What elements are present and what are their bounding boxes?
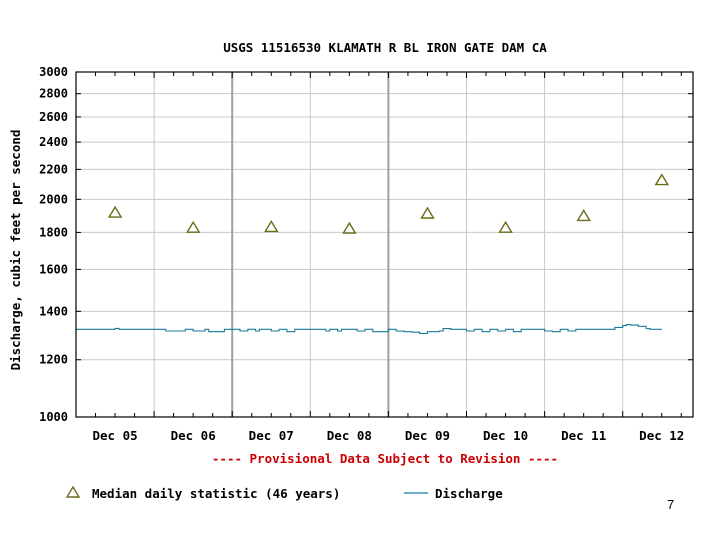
plot-grid — [76, 72, 693, 417]
x-tick-label: Dec 07 — [249, 428, 294, 443]
y-tick-label: 1400 — [39, 304, 68, 318]
x-tick-label: Dec 09 — [405, 428, 450, 443]
y-tick-label: 3000 — [39, 65, 68, 79]
x-tick-label: Dec 10 — [483, 428, 528, 443]
median-marker — [498, 220, 513, 233]
y-tick-label: 1800 — [39, 225, 68, 239]
legend-item-median: Median daily statistic (46 years) — [65, 485, 340, 501]
x-tick-label: Dec 06 — [171, 428, 216, 443]
y-tick-label: 1200 — [39, 353, 68, 367]
median-marker — [264, 220, 279, 233]
page-number: 7 — [667, 497, 675, 512]
y-tick-label: 2000 — [39, 192, 68, 206]
median-marker — [342, 221, 357, 234]
median-marker — [576, 209, 591, 222]
y-tick-label: 1600 — [39, 262, 68, 276]
y-tick-label: 2600 — [39, 110, 68, 124]
x-tick-label: Dec 11 — [561, 428, 606, 443]
legend-label-median: Median daily statistic (46 years) — [92, 486, 340, 501]
chart-title: USGS 11516530 KLAMATH R BL IRON GATE DAM… — [223, 40, 547, 55]
x-axis-ticks: Dec 05 Dec 06 Dec 07 Dec 08 Dec 09 Dec 10 Dec … — [75, 72, 684, 443]
y-tick-label: 2200 — [39, 162, 68, 176]
x-tick-label: Dec 05 — [92, 428, 137, 443]
median-marker — [185, 220, 201, 233]
y-axis-ticks: 1000 1200 1400 1600 1800 2000 2200 2400 2600 2800… — [39, 65, 693, 424]
legend-label-discharge: Discharge — [435, 486, 503, 501]
y-tick-label: 1000 — [39, 410, 68, 424]
discharge-series — [76, 324, 662, 334]
y-tick-label: 2400 — [39, 135, 68, 149]
provisional-notice: ---- Provisional Data Subject to Revisio… — [212, 451, 558, 466]
median-marker — [107, 205, 123, 218]
plot-frame — [75, 71, 694, 418]
median-marker — [420, 206, 435, 219]
legend-item-discharge: Discharge — [404, 486, 503, 501]
x-tick-label: Dec 08 — [327, 428, 372, 443]
discharge-line — [76, 324, 662, 334]
legend: Median daily statistic (46 years) Discha… — [65, 485, 503, 501]
median-marker — [654, 173, 670, 186]
median-series — [107, 173, 670, 234]
y-tick-label: 2800 — [39, 87, 68, 101]
y-axis-label: Discharge, cubic feet per second — [8, 130, 23, 371]
x-tick-label: Dec 12 — [639, 428, 684, 443]
legend-triangle-icon — [65, 485, 81, 498]
